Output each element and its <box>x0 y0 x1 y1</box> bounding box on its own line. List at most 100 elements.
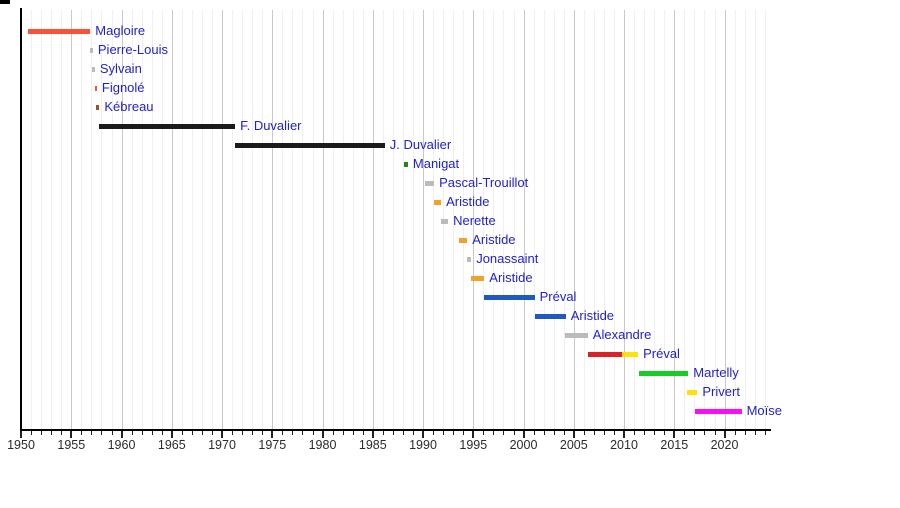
axis-tick-label: 1970 <box>208 438 236 452</box>
term-bar <box>564 332 588 338</box>
president-label[interactable]: J. Duvalier <box>389 137 452 152</box>
president-label[interactable]: Nerette <box>453 213 496 228</box>
axis-tick-minor <box>252 431 254 435</box>
axis-tick-minor <box>212 431 213 435</box>
gridline-minor <box>433 10 435 429</box>
gridline-major <box>674 10 676 429</box>
president-label[interactable]: Préval <box>643 346 680 361</box>
president-label[interactable]: Sylvain <box>99 61 142 76</box>
president-label[interactable]: Pierre-Louis <box>97 42 168 57</box>
term-bar <box>471 275 485 281</box>
gridline-minor <box>242 10 244 429</box>
axis-tick-minor <box>392 431 394 435</box>
gridline-minor <box>513 10 515 429</box>
president-label[interactable]: Aristide <box>570 308 615 323</box>
gridline-major <box>322 10 324 429</box>
axis-tick-label: 1980 <box>308 438 337 452</box>
gridline-minor <box>362 10 364 429</box>
axis-tick-minor <box>302 431 304 435</box>
axis-tick-minor <box>704 431 706 435</box>
axis-tick-major <box>522 431 525 438</box>
axis-tick-minor <box>382 431 384 435</box>
axis-tick-major <box>472 431 475 438</box>
president-label[interactable]: Kébreau <box>104 99 154 114</box>
president-label[interactable]: Magloire <box>95 23 146 38</box>
axis-tick-minor <box>101 431 103 435</box>
term-bar <box>622 351 639 357</box>
president-label[interactable]: Manigat <box>412 156 460 171</box>
axis-tick-minor <box>61 431 63 435</box>
axis-tick-major <box>271 431 274 438</box>
gridline-minor <box>744 10 746 429</box>
president-label[interactable]: Alexandre <box>592 327 652 342</box>
gridline-minor <box>111 10 113 429</box>
president-label[interactable]: Aristide <box>446 194 490 209</box>
gridline-minor <box>664 10 666 429</box>
term-bar <box>90 47 93 53</box>
gridline-minor <box>694 10 696 429</box>
gridline-minor <box>292 10 294 429</box>
axis-tick-minor <box>131 431 133 435</box>
axis-tick-minor <box>593 431 595 435</box>
axis-tick-minor <box>503 431 505 435</box>
gridline-minor <box>342 10 344 429</box>
gridline-major <box>71 10 73 429</box>
gridline-minor <box>593 10 595 429</box>
term-bar <box>441 218 449 224</box>
axis-tick-minor <box>191 431 193 435</box>
gridline-major <box>222 10 223 429</box>
gridline-minor <box>382 10 384 429</box>
axis-tick-label: 1990 <box>409 438 437 452</box>
axis-tick-major <box>623 431 625 438</box>
president-label[interactable]: Préval <box>539 289 577 304</box>
president-label[interactable]: Jonassaint <box>476 251 539 266</box>
axis-tick-major <box>170 431 173 438</box>
gridline-minor <box>533 10 535 429</box>
axis-tick-minor <box>614 431 615 435</box>
gridline-minor <box>704 10 706 429</box>
legend: Parti politique: IndépendantMOPPUNMilita… <box>0 460 900 508</box>
axis-tick-minor <box>31 431 33 435</box>
axis-tick-minor <box>644 431 646 435</box>
gridline-minor <box>413 10 414 429</box>
gridline-minor <box>232 10 234 429</box>
axis-tick-minor <box>543 431 545 435</box>
term-bar <box>587 351 622 357</box>
axis-tick-minor <box>533 431 535 435</box>
president-label[interactable]: F. Duvalier <box>240 118 302 133</box>
axis-tick-minor <box>81 431 83 435</box>
president-label[interactable]: Privert <box>702 384 740 399</box>
axis-tick-minor <box>493 431 495 435</box>
gridline-minor <box>503 10 505 429</box>
axis-tick-minor <box>413 431 414 435</box>
president-label[interactable]: Aristide <box>472 232 516 247</box>
axis-tick-minor <box>161 431 163 435</box>
axis-tick-minor <box>684 431 686 435</box>
president-label[interactable]: Pascal-Trouillot <box>439 175 529 190</box>
gridline-major <box>573 10 575 429</box>
gridline-minor <box>553 10 555 429</box>
president-label[interactable]: Aristide <box>489 270 533 285</box>
term-bar <box>484 294 535 300</box>
axis-tick-major <box>221 431 223 438</box>
gridline-major <box>372 10 374 429</box>
gridline-minor <box>543 10 545 429</box>
axis-tick-minor <box>513 431 515 435</box>
axis-tick-label: 2020 <box>710 438 739 452</box>
axis-tick-minor <box>282 431 284 435</box>
axis-tick-label: 1960 <box>107 438 136 452</box>
axis-tick-minor <box>553 431 555 435</box>
axis-tick-minor <box>563 431 565 435</box>
president-label[interactable]: Fignolé <box>101 80 145 95</box>
axis-tick-label: 1965 <box>157 438 186 452</box>
gridline-minor <box>302 10 304 429</box>
president-label[interactable]: Moïse <box>746 403 782 418</box>
gridline-minor <box>212 10 213 429</box>
gridline-minor <box>312 10 314 429</box>
president-label[interactable]: Martelly <box>693 365 739 380</box>
axis-tick-minor <box>352 431 354 435</box>
gridline-minor <box>81 10 83 429</box>
gridline-minor <box>754 10 756 429</box>
gridline-major <box>473 10 475 429</box>
